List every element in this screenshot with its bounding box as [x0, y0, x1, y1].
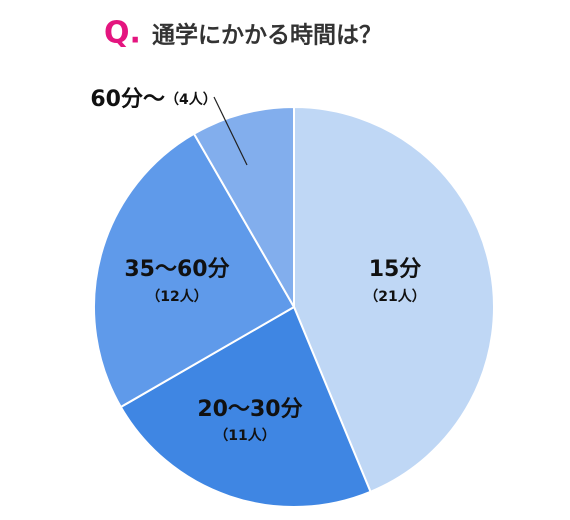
- slice-label: 35〜60分: [124, 257, 229, 282]
- slice-label: 20〜30分: [197, 397, 302, 422]
- value-label: （4人）: [165, 91, 217, 108]
- leader-line: [213, 96, 248, 166]
- value-label: （21人）: [364, 288, 425, 305]
- value-label: （11人）: [214, 427, 275, 444]
- pie-slice: [293, 105, 495, 494]
- pie-slice: [192, 105, 295, 311]
- pie-slice: [93, 132, 296, 409]
- title-marker: Q.: [104, 16, 141, 51]
- slice-label: 60分〜: [90, 87, 165, 112]
- value-label: （12人）: [146, 288, 207, 305]
- chart-title: 通学にかかる時間は？: [152, 22, 382, 49]
- slice-label: 15分: [369, 257, 422, 282]
- pie-slice: [119, 305, 372, 508]
